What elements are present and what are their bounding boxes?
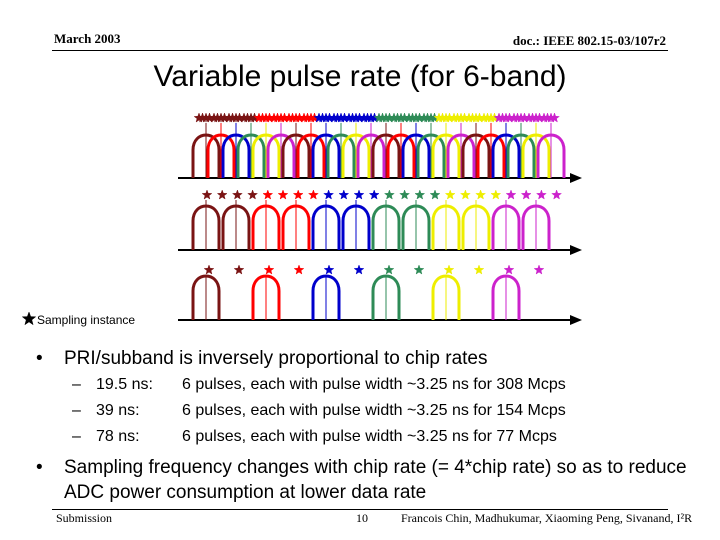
sampling-star-icon — [503, 264, 515, 275]
footer-authors: Francois Chin, Madhukumar, Xiaoming Peng… — [401, 511, 693, 525]
footer-rule — [52, 509, 668, 510]
sampling-star-icon — [216, 189, 228, 200]
sampling-star-icon — [459, 189, 471, 200]
sampling-star-icon — [231, 189, 243, 200]
sampling-star-icon — [475, 189, 487, 200]
sampling-star-icon — [353, 189, 365, 200]
axis-arrow-icon — [570, 315, 582, 325]
sampling-star-icon — [383, 189, 395, 200]
sub-dash: – — [72, 428, 81, 445]
footer-page-number: 10 — [356, 511, 368, 525]
sampling-star-icon — [353, 264, 365, 275]
sampling-star-icon — [323, 189, 335, 200]
sampling-star-icon — [383, 264, 395, 275]
sub-item-label: 19.5 ns: — [96, 376, 153, 393]
sampling-star-icon — [307, 189, 319, 200]
bullet-text: Sampling frequency changes with chip rat… — [64, 457, 687, 503]
sampling-star-icon — [277, 189, 289, 200]
footer-submission: Submission — [56, 511, 113, 525]
sampling-star-icon — [520, 189, 532, 200]
sub-item-desc: 6 pulses, each with pulse width ~3.25 ns… — [182, 428, 557, 445]
sub-dash: – — [72, 376, 81, 393]
header-doc-id: doc.: IEEE 802.15-03/107r2 — [512, 33, 666, 48]
bullet-text: PRI/subband is inversely proportional to… — [64, 348, 488, 369]
sampling-star-icon — [262, 189, 274, 200]
bullet-dot: • — [36, 348, 43, 369]
sampling-star-icon — [533, 264, 545, 275]
sampling-star-icon — [549, 112, 560, 123]
sampling-star-icon — [201, 189, 213, 200]
slide-title: Variable pulse rate (for 6-band) — [153, 60, 567, 93]
sampling-star-icon — [413, 264, 425, 275]
sub-item-label: 39 ns: — [96, 402, 140, 419]
sampling-star-icon — [323, 264, 335, 275]
sampling-star-icon — [429, 189, 441, 200]
sampling-star-icon — [368, 189, 380, 200]
sampling-star-icon — [292, 189, 304, 200]
sampling-star-icon — [414, 189, 426, 200]
axis-arrow-icon — [570, 245, 582, 255]
sub-item-label: 78 ns: — [96, 428, 140, 445]
header-rule — [52, 50, 668, 51]
sampling-star-icon — [338, 189, 350, 200]
sub-item-desc: 6 pulses, each with pulse width ~3.25 ns… — [182, 376, 566, 393]
sub-item-desc: 6 pulses, each with pulse width ~3.25 ns… — [182, 402, 566, 419]
axis-arrow-icon — [570, 173, 582, 183]
sampling-star-icon — [293, 264, 305, 275]
sampling-star-icon — [535, 189, 547, 200]
sampling-star-icon — [263, 264, 275, 275]
sampling-star-icon — [21, 311, 37, 326]
sampling-star-icon — [233, 264, 245, 275]
sampling-star-icon — [399, 189, 411, 200]
sampling-star-icon — [203, 264, 215, 275]
sub-dash: – — [72, 402, 81, 419]
sampling-star-icon — [444, 189, 456, 200]
sampling-star-icon — [505, 189, 517, 200]
sampling-star-icon — [473, 264, 485, 275]
sampling-star-icon — [247, 189, 259, 200]
bullet-dot: • — [36, 457, 43, 478]
sampling-star-icon — [490, 189, 502, 200]
sampling-star-icon — [551, 189, 563, 200]
sampling-star-icon — [443, 264, 455, 275]
header-date: March 2003 — [54, 31, 121, 46]
legend-label: Sampling instance — [37, 313, 136, 327]
